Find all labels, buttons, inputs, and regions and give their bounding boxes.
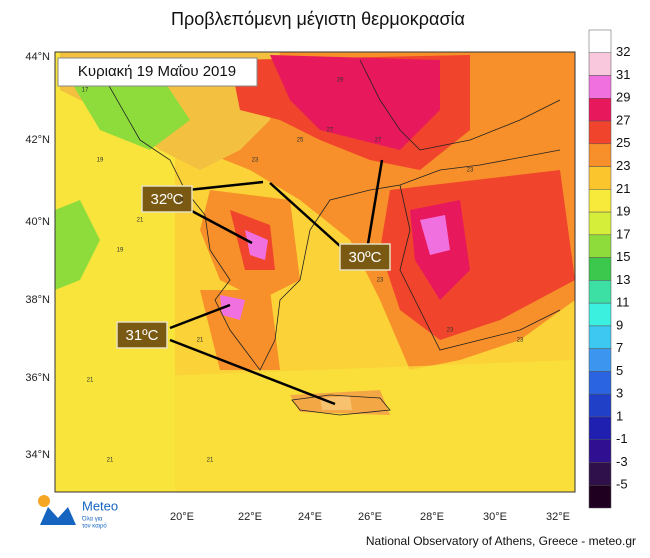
logo-tagline: τον καιρό [82,523,107,530]
colorbar-label: 23 [616,158,630,173]
map-value-label: 19 [97,158,104,164]
colorbar-swatch [588,439,612,463]
colorbar-swatch [588,29,612,54]
lon-label: 28°E [420,511,444,523]
callout-box [141,185,193,213]
lat-label: 44°N [25,51,50,63]
lat-label: 38°N [25,294,50,306]
date-box [57,57,258,87]
footer: National Observatory of Athens, Greece -… [366,534,636,548]
colorbar-swatch [588,75,612,99]
map-value-label: 21 [107,458,114,464]
colorbar-swatch [588,416,612,440]
map-frame [54,51,576,493]
colorbar-swatch [588,462,612,486]
lon-label: 24°E [298,511,322,523]
colorbar-label: 7 [616,340,623,355]
logo-tagline: Όλα για [81,517,103,523]
colorbar-label: 3 [616,386,623,401]
map-value-label: 19 [117,248,124,254]
map-value-label: 25 [297,138,304,144]
colorbar-label: -5 [616,477,628,492]
logo-mark [40,507,76,525]
lon-label: 30°E [483,511,507,523]
colorbar-swatch [588,348,612,372]
colorbar-swatch [588,280,612,304]
arrows [169,159,384,406]
colorbar-swatch [588,166,612,190]
colorbar-swatch [588,484,612,509]
callout-box [339,243,391,271]
colorbar-label: 27 [616,112,630,127]
map-value-label: 21 [197,338,204,344]
colorbar-label: 31 [616,67,630,82]
lat-label: 36°N [25,372,50,384]
colorbar-label: -1 [616,431,628,446]
colorbar-label: 9 [616,317,623,332]
map-value-label: 17 [82,88,89,94]
logo-name: Meteo [82,498,118,513]
map-value-label: 23 [377,278,384,284]
colorbar-swatch [588,120,612,145]
colorbar-swatch [588,98,612,122]
colorbar-swatch [588,234,612,258]
colorbar-swatch [588,325,612,349]
lon-label: 22°E [238,511,262,523]
colorbar-label: 21 [616,181,630,196]
lat-label: 40°N [25,216,50,228]
colorbar-swatch [588,143,612,167]
map-value-label: 23 [517,338,524,344]
callout-label: 32ºC [151,191,184,208]
lat-label: 42°N [25,134,50,146]
colorbar-swatch [588,52,612,76]
colorbar-label: 25 [616,135,630,150]
colorbar-label: -3 [616,454,628,469]
colorbar-label: 29 [616,90,630,105]
colorbar-swatch [588,371,612,395]
colorbar-label: 32 [616,44,630,59]
colorbar-label: 19 [616,204,630,219]
colorbar-label: 1 [616,408,623,423]
map-value-label: 21 [207,458,214,464]
colorbar-swatch [588,302,612,327]
map-value-label: 23 [447,328,454,334]
colorbar-swatch [588,189,612,213]
colorbar-swatch [588,257,612,281]
map-value-label: 27 [327,128,334,134]
colorbar-swatch [588,211,612,236]
logo-sun [38,495,50,507]
lon-label: 20°E [170,511,194,523]
callout-label: 30ºC [349,249,382,266]
colorbar-label: 11 [616,295,630,310]
colorbar-label: 17 [616,226,630,241]
map-value-label: 19 [177,198,184,204]
lon-label: 32°E [546,511,570,523]
map-value-label: 27 [375,138,382,144]
lon-label: 26°E [358,511,382,523]
map [55,52,575,492]
map-value-label: 23 [467,168,474,174]
map-value-label: 21 [87,378,94,384]
map-value-label: 23 [252,158,259,164]
title: Προβλεπόμενη μέγιστη θερμοκρασία [171,9,465,29]
colorbar-label: 15 [616,249,630,264]
map-value-label: 21 [137,218,144,224]
date: Κυριακή 19 Μαΐου 2019 [78,63,236,80]
map-value-label: 29 [337,78,344,84]
colorbar-label: 13 [616,272,630,287]
callout-label: 31ºC [126,327,159,344]
lat-label: 34°N [25,449,50,461]
callout-box [116,321,168,349]
colorbar-label: 5 [616,363,623,378]
colorbar-swatch [588,393,612,418]
